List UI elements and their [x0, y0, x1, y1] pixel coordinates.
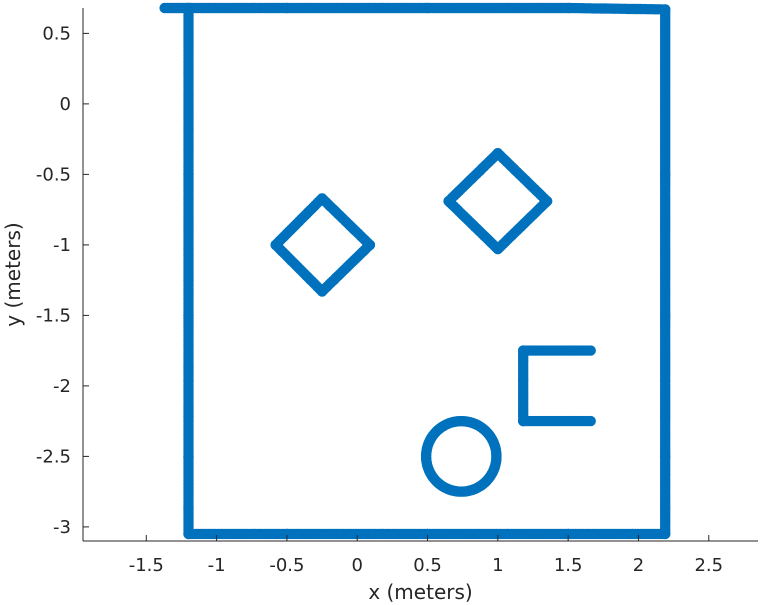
- axes-frame: [82, 8, 758, 542]
- y-tick-label: -1: [53, 235, 71, 256]
- x-tick-label: 1.5: [554, 555, 583, 576]
- y-axis-label: y (meters): [1, 222, 25, 326]
- y-tick-label: 0: [60, 94, 71, 115]
- data-points: [159, 2, 671, 540]
- x-tick-label: 0.5: [413, 555, 442, 576]
- scan-point-arc: [432, 477, 443, 488]
- x-tick-label: -1.5: [129, 555, 164, 576]
- x-axis-label: x (meters): [368, 580, 472, 604]
- scan-point-wall-bottom: [660, 528, 671, 540]
- x-axis-ticks: -1.5 -1 -0.5 0 0.5 1 1.5 2 2.5: [129, 535, 723, 576]
- y-tick-label: 0.5: [42, 23, 71, 44]
- x-tick-label: -1: [208, 555, 226, 576]
- y-tick-label: -1.5: [36, 305, 71, 326]
- x-tick-label: -0.5: [269, 555, 304, 576]
- x-tick-label: 1: [492, 555, 503, 576]
- y-tick-label: -3: [53, 517, 71, 538]
- y-tick-label: -0.5: [36, 164, 71, 185]
- scan-point-diamond-right: [492, 148, 503, 159]
- x-tick-label: 2.5: [694, 555, 723, 576]
- scan-point-diamond-left: [316, 193, 328, 204]
- y-tick-label: -2.5: [36, 446, 71, 467]
- x-tick-label: 0: [351, 555, 362, 576]
- y-tick-label: -2: [53, 376, 71, 397]
- scan-point-bracket: [585, 415, 596, 427]
- y-axis-ticks: 0.5 0 -0.5 -1 -1.5 -2 -2.5 -3: [36, 23, 89, 538]
- x-tick-label: 2: [633, 555, 644, 576]
